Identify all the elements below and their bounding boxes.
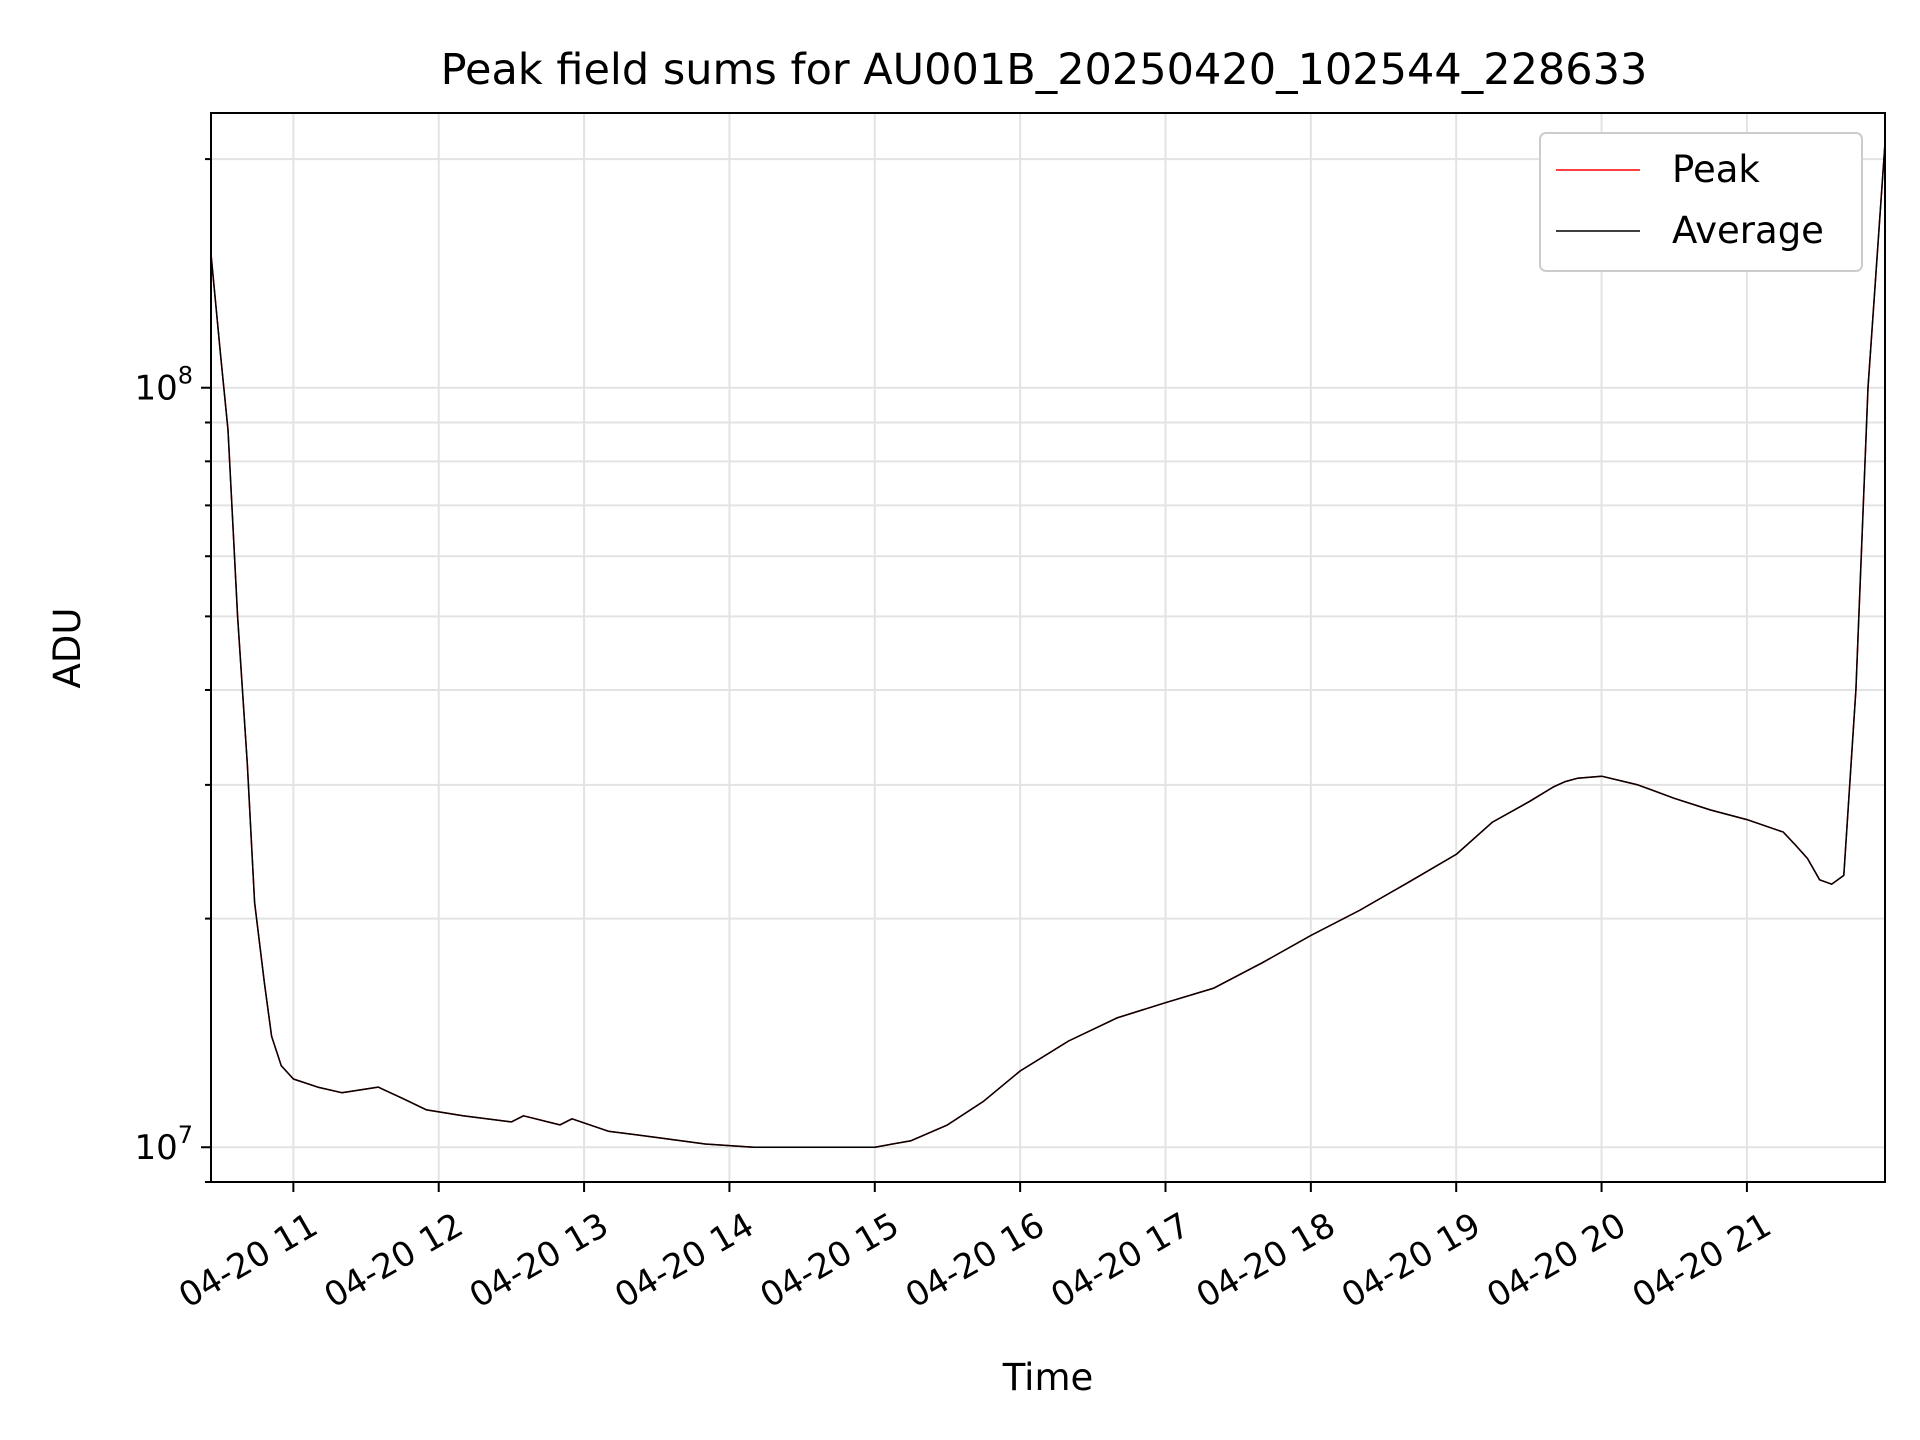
- y-tick-label: 107: [134, 1121, 193, 1168]
- chart-title: Peak field sums for AU001B_20250420_1025…: [441, 45, 1648, 95]
- y-axis: 107 108: [134, 158, 211, 1183]
- legend-box: [1539, 132, 1863, 272]
- legend-label-peak: Peak: [1672, 148, 1760, 191]
- plot-frame: [210, 112, 1886, 1183]
- grid: [211, 113, 1885, 1183]
- series-line-average: [210, 142, 1886, 1148]
- y-tick-label: 108: [134, 362, 193, 409]
- series-layer: [210, 142, 1886, 1148]
- legend: Peak Average: [1539, 132, 1863, 272]
- y-axis-label: ADU: [46, 608, 89, 689]
- legend-label-average: Average: [1672, 209, 1824, 252]
- x-axis-label: Time: [1002, 1356, 1094, 1399]
